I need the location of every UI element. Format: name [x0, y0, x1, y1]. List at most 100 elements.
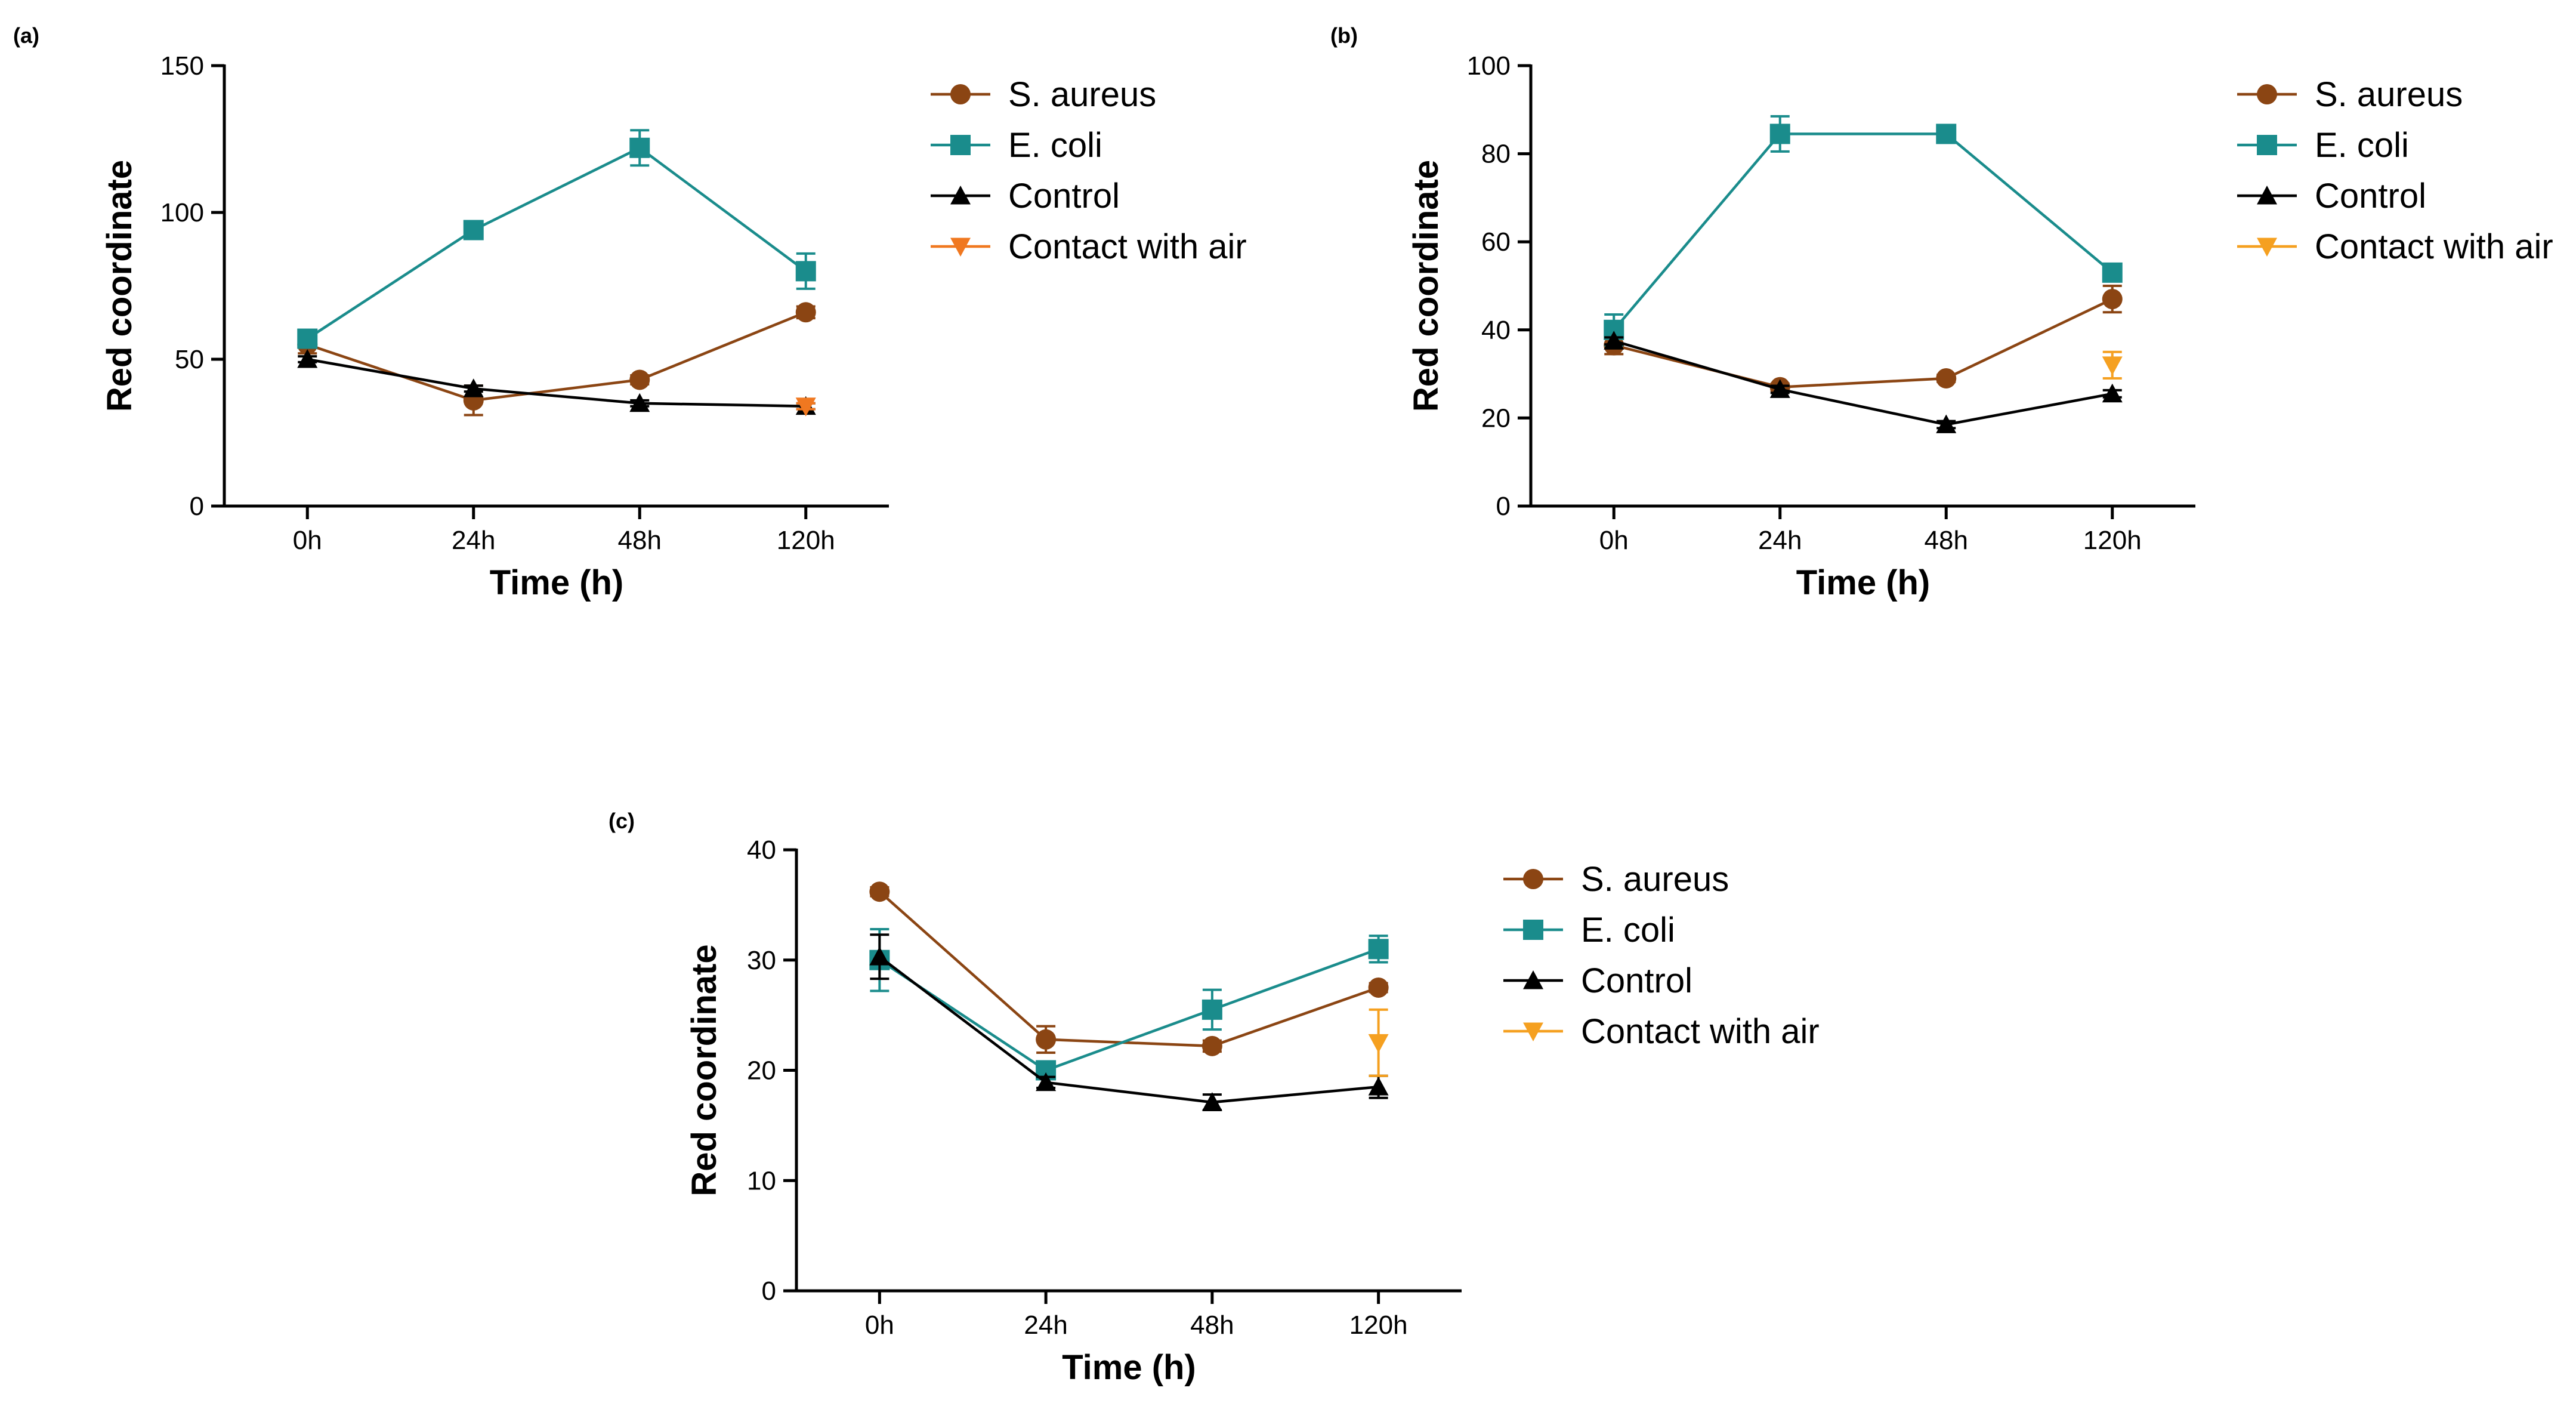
- chart-b-label: (b): [1330, 23, 1358, 48]
- chart-a-x-tick-label-2: 48h: [618, 526, 662, 555]
- chart-a-legend-swatch-marker-1: [950, 135, 971, 155]
- chart-a-series-contact-with-air-marker-3: [795, 397, 816, 417]
- chart-b-series-contact-with-air-marker-3: [2102, 356, 2123, 375]
- chart-b-series-s-aureus-marker-2: [1936, 368, 1957, 388]
- chart-b-legend: S. aureus E. coli Control Contact with air: [2237, 75, 2553, 266]
- chart-a-series-control-marker-1: [463, 378, 484, 397]
- chart-a-series-s-aureus-marker-3: [795, 302, 816, 323]
- chart-c-legend-label-0: S. aureus: [1581, 860, 1729, 899]
- chart-b-legend-item-contact-with-air: Contact with air: [2237, 227, 2553, 266]
- chart-c-series-s-aureus-marker-3: [1368, 977, 1389, 998]
- chart-b-x-axis-title: Time (h): [1796, 563, 1931, 602]
- chart-a-y-tick-label-1: 50: [175, 345, 204, 374]
- chart-b-series-s-aureus-line: [1613, 298, 2113, 389]
- chart-c-x-tick-label-0: 0h: [865, 1311, 894, 1340]
- chart-a-series-control-line: [307, 357, 806, 408]
- chart-c-legend-swatch-marker-1: [1523, 920, 1543, 940]
- chart-c-series-control-marker-3: [1368, 1077, 1389, 1096]
- chart-a-series-e-coli-marker-3: [795, 261, 816, 282]
- chart-c-series-s-aureus-marker-1: [1036, 1029, 1057, 1050]
- chart-b-series-control-marker-1: [1769, 379, 1790, 398]
- chart-a-y-axis-title: Red coordinate: [100, 160, 139, 412]
- chart-c-x-tick-label-1: 24h: [1024, 1311, 1067, 1340]
- chart-b-legend-item-control: Control: [2237, 177, 2426, 215]
- chart-c-series-e-coli-line: [879, 948, 1379, 1072]
- chart-c-legend-item-e-coli: E. coli: [1503, 911, 1675, 949]
- chart-a-legend-swatch-marker-2: [950, 186, 971, 205]
- chart-b-series-control-marker-3: [2102, 383, 2123, 403]
- chart-b-legend-swatch-marker-1: [2257, 135, 2277, 155]
- chart-a-series-e-coli-marker-0: [297, 328, 318, 349]
- chart-b-y-axis-title: Red coordinate: [1407, 160, 1445, 412]
- chart-b-y-tick-label-4: 80: [1481, 140, 1511, 169]
- chart-a-series-s-aureus-line: [307, 311, 807, 402]
- chart-c-x-tick-label-2: 48h: [1190, 1311, 1234, 1340]
- chart-b-legend-label-3: Contact with air: [2315, 227, 2553, 266]
- chart-a-x-tick-label-3: 120h: [777, 526, 835, 555]
- chart-c-y-axis-title: Red coordinate: [685, 944, 724, 1196]
- chart-a-legend-swatch-marker-3: [950, 238, 971, 257]
- chart-b-legend-item-s-aureus: S. aureus: [2237, 75, 2463, 114]
- chart-b-series-control-marker-2: [1936, 414, 1957, 433]
- chart-b-x-tick-label-1: 24h: [1758, 526, 1802, 555]
- chart-c-series-control-marker-0: [869, 946, 890, 966]
- chart-c-series-e-coli-marker-2: [1201, 999, 1222, 1020]
- chart-b-y-tick-label-3: 60: [1481, 227, 1511, 257]
- chart-a-legend-label-2: Control: [1008, 177, 1120, 215]
- chart-a-series-contact-with-air: [795, 397, 816, 417]
- chart-a-x-tick-label-0: 0h: [293, 526, 322, 555]
- chart-b-series-s-aureus: [1604, 285, 2123, 397]
- chart-a-legend: S. aureus E. coli Control Contact with air: [931, 75, 1247, 266]
- chart-c-legend-item-s-aureus: S. aureus: [1503, 860, 1729, 899]
- chart-c-y-tick-label-0: 0: [762, 1276, 776, 1306]
- chart-b-legend-swatch-marker-0: [2257, 84, 2277, 104]
- chart-b-y-tick-label-2: 40: [1481, 316, 1511, 345]
- chart-b-legend-item-e-coli: E. coli: [2237, 126, 2409, 165]
- chart-b-series-control-line: [1613, 340, 2113, 426]
- chart-c-legend-label-1: E. coli: [1581, 911, 1675, 949]
- chart-a-legend-label-0: S. aureus: [1008, 75, 1156, 114]
- chart-a-legend-label-1: E. coli: [1008, 126, 1102, 165]
- chart-b-legend-label-2: Control: [2315, 177, 2426, 215]
- chart-c-series-e-coli-marker-3: [1368, 939, 1389, 960]
- chart-a-panel: (a) 0 50 100 150 0h 24h 48h 120h Time (h) Red coor…: [13, 23, 1247, 602]
- chart-a-series-e-coli-marker-2: [629, 137, 650, 158]
- chart-b-legend-label-1: E. coli: [2315, 126, 2409, 165]
- chart-c-legend-item-control: Control: [1503, 961, 1692, 1000]
- chart-b-series-e-coli-marker-3: [2102, 262, 2123, 283]
- chart-a-x-tick-label-1: 24h: [452, 526, 495, 555]
- chart-c-series-s-aureus-line: [878, 890, 1379, 1048]
- chart-c-legend-label-2: Control: [1581, 961, 1692, 1000]
- chart-a-y-tick-label-3: 150: [160, 51, 204, 81]
- chart-c-x-tick-label-3: 120h: [1349, 1311, 1408, 1340]
- chart-c-series-control: [869, 933, 1389, 1112]
- chart-b-series-e-coli-line: [1613, 132, 2114, 331]
- chart-c-series-s-aureus-marker-0: [869, 881, 890, 902]
- chart-b-legend-swatch-marker-3: [2257, 238, 2277, 257]
- chart-c-label: (c): [609, 809, 635, 833]
- chart-b-series-contact-with-air: [2102, 350, 2123, 380]
- chart-a-x-axis-title: Time (h): [490, 563, 624, 602]
- chart-c-legend-swatch-marker-2: [1523, 970, 1543, 989]
- chart-c-y-tick-label-2: 20: [747, 1056, 776, 1086]
- chart-a-series-control: [297, 349, 816, 415]
- chart-b-x-tick-label-3: 120h: [2083, 526, 2142, 555]
- chart-a-series-e-coli-line: [307, 146, 807, 340]
- chart-b-series-control-marker-0: [1604, 331, 1624, 350]
- chart-c-legend-label-3: Contact with air: [1581, 1012, 1820, 1051]
- chart-a-series-e-coli-marker-1: [463, 220, 484, 240]
- chart-c-series-contact-with-air: [1368, 1008, 1389, 1077]
- chart-b-y-tick-label-1: 20: [1481, 403, 1511, 433]
- chart-a-label: (a): [13, 23, 39, 48]
- chart-b-series-e-coli-marker-2: [1936, 124, 1957, 144]
- chart-c-legend-swatch-marker-0: [1523, 869, 1543, 889]
- chart-a-y-tick-label-0: 0: [190, 492, 204, 521]
- chart-a-legend-item-control: Control: [931, 177, 1120, 215]
- chart-b-x-tick-label-0: 0h: [1599, 526, 1629, 555]
- chart-c-series-s-aureus: [869, 881, 1389, 1056]
- chart-c-series-control-marker-2: [1201, 1092, 1222, 1111]
- chart-c-series-control-marker-1: [1036, 1072, 1057, 1091]
- chart-b-legend-label-0: S. aureus: [2315, 75, 2463, 114]
- chart-a-series-s-aureus: [297, 302, 816, 417]
